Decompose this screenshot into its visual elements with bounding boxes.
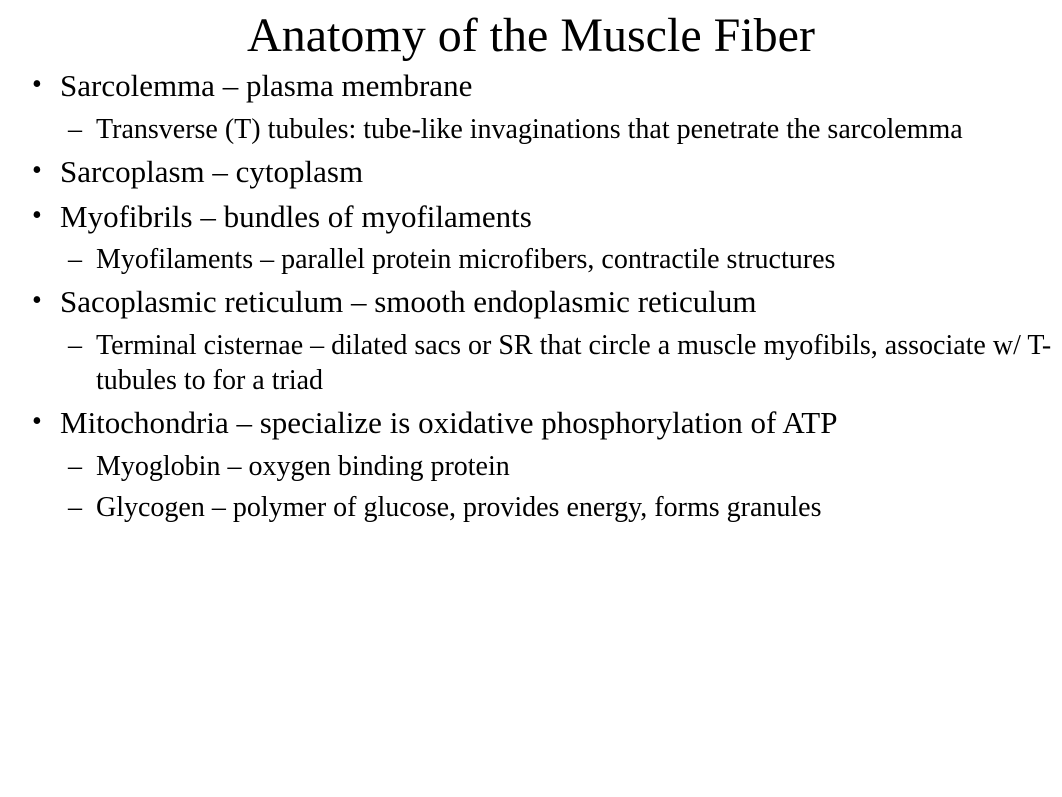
sub-list-item: Myoglobin – oxygen binding protein <box>60 449 1052 484</box>
list-item-text: Mitochondria – specialize is oxidative p… <box>60 405 837 440</box>
slide-content: Sarcolemma – plasma membrane Transverse … <box>0 67 1062 525</box>
sub-list-item: Glycogen – polymer of glucose, provides … <box>60 490 1052 525</box>
sub-list: Myofilaments – parallel protein microfib… <box>60 242 1052 277</box>
list-item: Myofibrils – bundles of myofilaments Myo… <box>20 198 1052 278</box>
slide-title: Anatomy of the Muscle Fiber <box>0 0 1062 67</box>
list-item-text: Sarcolemma – plasma membrane <box>60 68 472 103</box>
list-item: Sarcolemma – plasma membrane Transverse … <box>20 67 1052 147</box>
list-item: Sacoplasmic reticulum – smooth endoplasm… <box>20 283 1052 398</box>
bullet-list: Sarcolemma – plasma membrane Transverse … <box>20 67 1052 525</box>
sub-list-item: Myofilaments – parallel protein microfib… <box>60 242 1052 277</box>
list-item-text: Myofibrils – bundles of myofilaments <box>60 199 532 234</box>
sub-list-item: Terminal cisternae – dilated sacs or SR … <box>60 328 1052 398</box>
sub-list: Terminal cisternae – dilated sacs or SR … <box>60 328 1052 398</box>
list-item-text: Sarcoplasm – cytoplasm <box>60 154 363 189</box>
list-item: Mitochondria – specialize is oxidative p… <box>20 404 1052 525</box>
list-item: Sarcoplasm – cytoplasm <box>20 153 1052 192</box>
list-item-text: Sacoplasmic reticulum – smooth endoplasm… <box>60 284 757 319</box>
sub-list-item: Transverse (T) tubules: tube-like invagi… <box>60 112 1052 147</box>
slide: Anatomy of the Muscle Fiber Sarcolemma –… <box>0 0 1062 797</box>
sub-list: Myoglobin – oxygen binding protein Glyco… <box>60 449 1052 525</box>
sub-list: Transverse (T) tubules: tube-like invagi… <box>60 112 1052 147</box>
